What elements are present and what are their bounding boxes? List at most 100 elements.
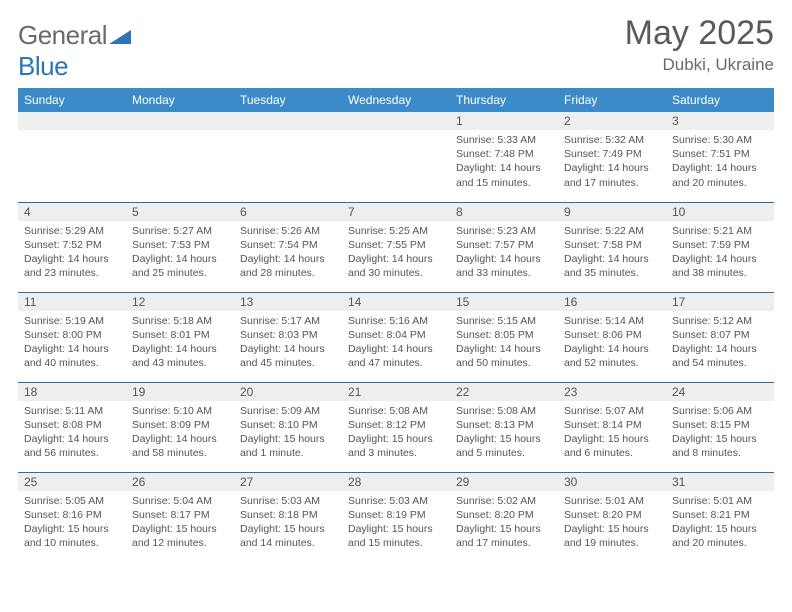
weekday-header: Wednesday — [342, 88, 450, 112]
day-cell: 21Sunrise: 5:08 AMSunset: 8:12 PMDayligh… — [342, 382, 450, 472]
day-info: Sunrise: 5:08 AMSunset: 8:13 PMDaylight:… — [450, 401, 558, 465]
day-number: 14 — [342, 293, 450, 311]
brand-text: General Blue — [18, 20, 131, 82]
brand-logo: General Blue — [18, 14, 131, 82]
triangle-icon — [109, 20, 131, 51]
sunrise-text: Sunrise: 5:16 AM — [348, 314, 444, 328]
sunrise-text: Sunrise: 5:06 AM — [672, 404, 768, 418]
daylight-text: Daylight: 14 hours and 30 minutes. — [348, 252, 444, 280]
sunrise-text: Sunrise: 5:22 AM — [564, 224, 660, 238]
day-number: 19 — [126, 383, 234, 401]
location-label: Dubki, Ukraine — [625, 55, 774, 75]
sunrise-text: Sunrise: 5:27 AM — [132, 224, 228, 238]
daylight-text: Daylight: 14 hours and 40 minutes. — [24, 342, 120, 370]
day-cell: 5Sunrise: 5:27 AMSunset: 7:53 PMDaylight… — [126, 202, 234, 292]
daylight-text: Daylight: 14 hours and 43 minutes. — [132, 342, 228, 370]
sunset-text: Sunset: 8:09 PM — [132, 418, 228, 432]
weekday-header: Monday — [126, 88, 234, 112]
day-cell: 6Sunrise: 5:26 AMSunset: 7:54 PMDaylight… — [234, 202, 342, 292]
sunrise-text: Sunrise: 5:25 AM — [348, 224, 444, 238]
daylight-text: Daylight: 15 hours and 6 minutes. — [564, 432, 660, 460]
sunset-text: Sunset: 8:17 PM — [132, 508, 228, 522]
sunrise-text: Sunrise: 5:11 AM — [24, 404, 120, 418]
day-cell — [18, 112, 126, 202]
day-number: 7 — [342, 203, 450, 221]
day-cell — [234, 112, 342, 202]
daylight-text: Daylight: 15 hours and 20 minutes. — [672, 522, 768, 550]
daylight-text: Daylight: 14 hours and 47 minutes. — [348, 342, 444, 370]
day-number: 24 — [666, 383, 774, 401]
day-info: Sunrise: 5:30 AMSunset: 7:51 PMDaylight:… — [666, 130, 774, 194]
title-block: May 2025 Dubki, Ukraine — [625, 14, 774, 75]
day-cell: 28Sunrise: 5:03 AMSunset: 8:19 PMDayligh… — [342, 472, 450, 562]
daylight-text: Daylight: 14 hours and 20 minutes. — [672, 161, 768, 189]
day-cell: 26Sunrise: 5:04 AMSunset: 8:17 PMDayligh… — [126, 472, 234, 562]
day-cell: 9Sunrise: 5:22 AMSunset: 7:58 PMDaylight… — [558, 202, 666, 292]
sunset-text: Sunset: 7:49 PM — [564, 147, 660, 161]
daylight-text: Daylight: 14 hours and 17 minutes. — [564, 161, 660, 189]
day-info: Sunrise: 5:04 AMSunset: 8:17 PMDaylight:… — [126, 491, 234, 555]
calendar-page: General Blue May 2025 Dubki, Ukraine Sun… — [0, 0, 792, 562]
day-cell: 18Sunrise: 5:11 AMSunset: 8:08 PMDayligh… — [18, 382, 126, 472]
daylight-text: Daylight: 15 hours and 5 minutes. — [456, 432, 552, 460]
day-info: Sunrise: 5:19 AMSunset: 8:00 PMDaylight:… — [18, 311, 126, 375]
day-number: 29 — [450, 473, 558, 491]
sunset-text: Sunset: 8:14 PM — [564, 418, 660, 432]
day-info: Sunrise: 5:07 AMSunset: 8:14 PMDaylight:… — [558, 401, 666, 465]
day-number: 3 — [666, 112, 774, 130]
sunrise-text: Sunrise: 5:29 AM — [24, 224, 120, 238]
day-cell: 17Sunrise: 5:12 AMSunset: 8:07 PMDayligh… — [666, 292, 774, 382]
day-info: Sunrise: 5:21 AMSunset: 7:59 PMDaylight:… — [666, 221, 774, 285]
day-number: 6 — [234, 203, 342, 221]
day-number: 21 — [342, 383, 450, 401]
daylight-text: Daylight: 15 hours and 10 minutes. — [24, 522, 120, 550]
day-cell: 4Sunrise: 5:29 AMSunset: 7:52 PMDaylight… — [18, 202, 126, 292]
sunrise-text: Sunrise: 5:30 AM — [672, 133, 768, 147]
day-info: Sunrise: 5:25 AMSunset: 7:55 PMDaylight:… — [342, 221, 450, 285]
day-info: Sunrise: 5:12 AMSunset: 8:07 PMDaylight:… — [666, 311, 774, 375]
sunset-text: Sunset: 8:16 PM — [24, 508, 120, 522]
weekday-header: Thursday — [450, 88, 558, 112]
day-number — [126, 112, 234, 130]
daylight-text: Daylight: 15 hours and 14 minutes. — [240, 522, 336, 550]
day-number: 30 — [558, 473, 666, 491]
day-number: 25 — [18, 473, 126, 491]
day-number: 23 — [558, 383, 666, 401]
day-number: 28 — [342, 473, 450, 491]
day-info: Sunrise: 5:11 AMSunset: 8:08 PMDaylight:… — [18, 401, 126, 465]
daylight-text: Daylight: 14 hours and 35 minutes. — [564, 252, 660, 280]
day-info: Sunrise: 5:03 AMSunset: 8:18 PMDaylight:… — [234, 491, 342, 555]
daylight-text: Daylight: 15 hours and 8 minutes. — [672, 432, 768, 460]
sunset-text: Sunset: 7:51 PM — [672, 147, 768, 161]
sunset-text: Sunset: 8:04 PM — [348, 328, 444, 342]
day-info: Sunrise: 5:08 AMSunset: 8:12 PMDaylight:… — [342, 401, 450, 465]
weekday-header: Saturday — [666, 88, 774, 112]
sunset-text: Sunset: 8:15 PM — [672, 418, 768, 432]
sunrise-text: Sunrise: 5:09 AM — [240, 404, 336, 418]
sunrise-text: Sunrise: 5:26 AM — [240, 224, 336, 238]
sunset-text: Sunset: 7:55 PM — [348, 238, 444, 252]
daylight-text: Daylight: 14 hours and 25 minutes. — [132, 252, 228, 280]
sunset-text: Sunset: 7:58 PM — [564, 238, 660, 252]
day-number: 18 — [18, 383, 126, 401]
day-number: 2 — [558, 112, 666, 130]
day-number: 16 — [558, 293, 666, 311]
day-cell: 30Sunrise: 5:01 AMSunset: 8:20 PMDayligh… — [558, 472, 666, 562]
day-info: Sunrise: 5:06 AMSunset: 8:15 PMDaylight:… — [666, 401, 774, 465]
day-info: Sunrise: 5:01 AMSunset: 8:21 PMDaylight:… — [666, 491, 774, 555]
day-cell: 31Sunrise: 5:01 AMSunset: 8:21 PMDayligh… — [666, 472, 774, 562]
sunrise-text: Sunrise: 5:08 AM — [456, 404, 552, 418]
sunset-text: Sunset: 7:54 PM — [240, 238, 336, 252]
day-info: Sunrise: 5:32 AMSunset: 7:49 PMDaylight:… — [558, 130, 666, 194]
day-cell: 16Sunrise: 5:14 AMSunset: 8:06 PMDayligh… — [558, 292, 666, 382]
day-cell: 22Sunrise: 5:08 AMSunset: 8:13 PMDayligh… — [450, 382, 558, 472]
day-number: 12 — [126, 293, 234, 311]
day-number: 1 — [450, 112, 558, 130]
sunset-text: Sunset: 8:18 PM — [240, 508, 336, 522]
day-info: Sunrise: 5:03 AMSunset: 8:19 PMDaylight:… — [342, 491, 450, 555]
day-cell: 1Sunrise: 5:33 AMSunset: 7:48 PMDaylight… — [450, 112, 558, 202]
day-number — [234, 112, 342, 130]
day-cell: 29Sunrise: 5:02 AMSunset: 8:20 PMDayligh… — [450, 472, 558, 562]
sunset-text: Sunset: 8:08 PM — [24, 418, 120, 432]
day-cell: 7Sunrise: 5:25 AMSunset: 7:55 PMDaylight… — [342, 202, 450, 292]
